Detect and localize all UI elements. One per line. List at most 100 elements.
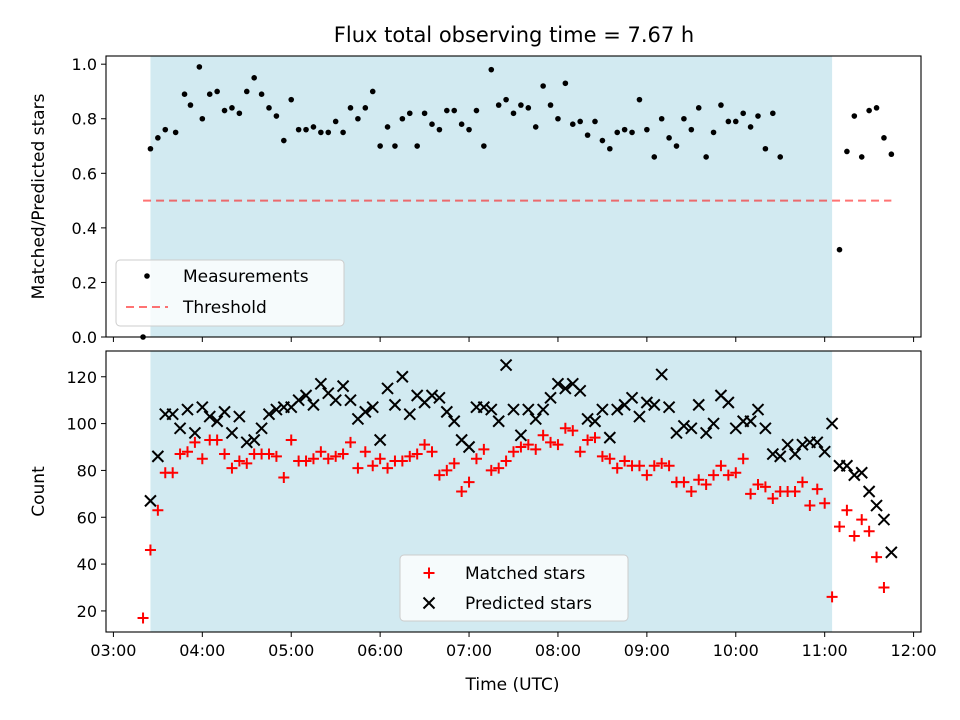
measurement-point <box>318 129 324 136</box>
predicted-star-point <box>507 403 520 416</box>
predicted-star-point <box>655 368 668 381</box>
matched-star-point <box>137 612 149 624</box>
matched-star-point <box>167 467 179 479</box>
predicted-star-point <box>262 408 276 421</box>
measurement-point <box>532 124 539 130</box>
matched-star-point <box>708 469 720 481</box>
predicted-star-point <box>766 447 780 461</box>
measurement-point <box>377 143 383 149</box>
matched-star-point <box>582 434 594 446</box>
matched-star-point <box>848 530 860 542</box>
measurement-point <box>547 102 554 108</box>
predicted-star-point <box>307 398 320 412</box>
matched-star-point <box>715 460 727 472</box>
matched-star-point <box>789 486 801 497</box>
predicted-star-point <box>840 459 854 472</box>
measurement-point <box>147 145 154 152</box>
matched-star-point <box>737 453 749 465</box>
predicted-star-point <box>522 403 535 416</box>
measurement-point <box>187 102 194 108</box>
bottom-panel-xtick-label: 04:00 <box>179 641 225 660</box>
predicted-star-point <box>188 426 202 440</box>
measurement-point <box>392 143 398 149</box>
matched-star-point <box>819 497 831 509</box>
predicted-star-point <box>329 393 342 407</box>
measurement-point <box>873 105 880 111</box>
measurement-point <box>770 110 776 117</box>
top-panel: 0.0 0.2 0.4 0.6 0.8 1.0 Matched/Predicted star… <box>29 55 922 347</box>
matched-star-point <box>404 450 416 462</box>
measurement-point <box>266 105 272 111</box>
measurement-point <box>384 124 391 130</box>
chart-title: Flux total observing time = 7.67 h <box>334 23 694 47</box>
predicted-star-point <box>573 384 587 398</box>
measurement-point <box>851 113 858 119</box>
measurement-point <box>421 110 428 117</box>
measurement-point <box>844 148 850 155</box>
predicted-star-point <box>759 422 772 435</box>
bottom-panel-xtick-label: 03:00 <box>90 641 136 660</box>
predicted-star-point <box>344 393 357 407</box>
measurement-point <box>369 88 376 95</box>
measurement-point <box>740 110 746 117</box>
matched-star-point <box>300 455 312 467</box>
matched-star-point <box>174 448 186 460</box>
matched-star-point <box>856 514 868 526</box>
bottom-panel-xtick-label: 11:00 <box>802 641 848 660</box>
top-panel-y-axis-label: Matched/Predicted stars <box>29 93 49 299</box>
measurement-point <box>362 105 369 111</box>
matched-star-point <box>641 469 653 481</box>
measurement-point <box>673 143 680 149</box>
bottom-panel-ytick-label: 80 <box>77 461 97 480</box>
measurement-point <box>196 64 203 70</box>
predicted-star-point <box>685 422 698 435</box>
predicted-star-point <box>514 429 528 442</box>
matched-star-point <box>396 455 408 467</box>
predicted-star-point <box>529 412 542 426</box>
matched-star-point <box>330 450 342 462</box>
predicted-star-point <box>603 431 617 444</box>
matched-star-point <box>182 446 193 458</box>
legend-predicted-label: Predicted stars <box>465 594 592 614</box>
matched-star-point <box>322 453 334 465</box>
matched-star-point <box>485 464 497 476</box>
predicted-star-point <box>596 403 609 416</box>
predicted-star-point <box>203 410 216 423</box>
matched-star-point <box>611 462 623 474</box>
predicted-star-point <box>485 403 498 416</box>
measurement-point <box>488 66 495 73</box>
matched-star-point <box>508 446 519 458</box>
matched-star-point <box>545 436 557 448</box>
matched-star-point <box>211 434 223 446</box>
top-panel-ytick-label: 0.2 <box>72 273 97 292</box>
measurement-point <box>651 154 658 160</box>
predicted-star-point <box>707 417 720 430</box>
predicted-star-point <box>544 391 557 405</box>
predicted-star-point <box>499 358 513 372</box>
measurement-point <box>347 105 354 111</box>
measurement-point <box>584 132 591 138</box>
measurement-point <box>495 102 502 108</box>
measurement-point <box>614 129 621 136</box>
measurement-point <box>206 91 213 97</box>
measurement-point <box>451 107 458 114</box>
matched-star-point <box>463 476 475 488</box>
measurement-point <box>881 135 887 141</box>
measurement-point <box>172 129 179 136</box>
measurement-point <box>562 80 569 87</box>
predicted-star-point <box>440 405 454 419</box>
matched-star-point <box>352 462 364 474</box>
matched-star-point <box>633 460 645 472</box>
predicted-star-point <box>462 440 476 454</box>
matched-star-point <box>152 504 164 516</box>
bottom-panel-ytick-label: 100 <box>66 415 97 434</box>
measurement-point <box>636 96 643 103</box>
matched-star-point <box>374 453 386 465</box>
matched-star-point <box>493 462 505 474</box>
measurement-point <box>710 129 717 136</box>
predicted-star-point <box>625 391 639 405</box>
predicted-star-point <box>774 450 787 463</box>
matched-star-point <box>426 446 438 458</box>
bottom-legend: Matched stars Predicted stars <box>399 554 629 622</box>
